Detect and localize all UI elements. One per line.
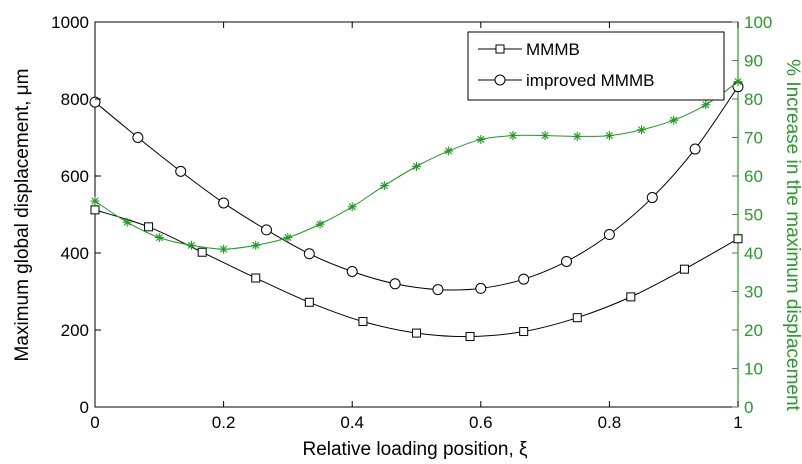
- series-2-point: [572, 131, 582, 141]
- series-1-point: [260, 224, 272, 236]
- series-1-point: [303, 248, 315, 260]
- x-tick-label: 0: [90, 413, 99, 432]
- series-0-point: [679, 264, 689, 274]
- series-2-point: [540, 131, 550, 141]
- legend-label: improved MMMB: [526, 71, 654, 90]
- y2-tick-label: 30: [744, 283, 763, 302]
- series-1-point: [432, 284, 444, 296]
- legend-marker: [495, 44, 505, 54]
- legend-box: [467, 31, 725, 101]
- series-1-point: [518, 273, 530, 285]
- series-0-point: [519, 327, 529, 337]
- y-tick-label: 0: [80, 398, 89, 417]
- series-0-point: [144, 222, 154, 232]
- y-tick-label: 1000: [51, 13, 89, 32]
- series-2-point: [283, 233, 293, 243]
- series-2-point: [733, 77, 743, 87]
- y2-tick-label: 60: [744, 167, 763, 186]
- series-1-point: [346, 265, 358, 277]
- legend-label: MMMB: [526, 40, 580, 59]
- series-2-point: [669, 115, 679, 125]
- series-1-point: [475, 282, 487, 294]
- series-2-point: [508, 131, 518, 141]
- series-0-point: [733, 234, 743, 244]
- y2-tick-label: 50: [744, 206, 763, 225]
- series-2-point: [412, 161, 421, 171]
- y2-tick-label: 100: [744, 13, 772, 32]
- legend-marker: [494, 74, 506, 86]
- series-2-point: [637, 125, 647, 135]
- y2-tick-label: 10: [744, 360, 763, 379]
- y2-tick-label: 70: [744, 129, 763, 148]
- y-tick-label: 600: [61, 167, 89, 186]
- y2-tick-label: 40: [744, 244, 763, 263]
- x-tick-label: 0.6: [469, 413, 493, 432]
- series-0-point: [304, 297, 314, 307]
- series-0-point: [412, 328, 421, 338]
- series-1-point: [89, 96, 101, 108]
- series-2-point: [701, 100, 711, 110]
- x-tick-label: 0.4: [340, 413, 364, 432]
- series-1-group: [89, 81, 744, 296]
- y2-tick-label: 80: [744, 90, 763, 109]
- series-2-point: [604, 131, 614, 141]
- series-1-point: [175, 165, 187, 177]
- x-tick-label: 1: [733, 413, 742, 432]
- y-tick-label: 800: [61, 90, 89, 109]
- series-0-point: [197, 247, 207, 257]
- series-0-line: [94, 209, 739, 338]
- series-2-point: [315, 219, 325, 229]
- y2-tick-label: 0: [744, 398, 753, 417]
- series-1-point: [218, 197, 230, 209]
- series-1-point: [646, 192, 658, 204]
- y-axis-label: Maximum global displacement, μm: [12, 69, 33, 362]
- x-tick-label: 0.8: [598, 413, 622, 432]
- series-0-group: [90, 205, 743, 342]
- series-1-point: [603, 229, 615, 241]
- series-0-point: [358, 317, 368, 327]
- y-tick-label: 400: [61, 244, 89, 263]
- series-0-point: [251, 273, 261, 283]
- series-1-point: [132, 132, 144, 143]
- series-2-point: [122, 217, 132, 227]
- series-0-point: [626, 292, 636, 302]
- y2-tick-label: 90: [744, 52, 763, 71]
- y2-axis-label: % Increase in the maximum displacement: [782, 59, 802, 411]
- x-tick-label: 0.2: [212, 413, 236, 432]
- y-tick-label: 200: [61, 321, 89, 340]
- series-2-point: [154, 233, 164, 243]
- series-2-point: [90, 196, 100, 206]
- x-axis-label: Relative loading position, ξ: [302, 439, 528, 460]
- series-0-point: [90, 205, 100, 215]
- series-2-point: [186, 240, 196, 250]
- y2-tick-label: 20: [744, 321, 763, 340]
- series-2-point: [476, 134, 486, 144]
- series-1-point: [561, 255, 573, 267]
- series-1-line: [94, 86, 739, 291]
- series-0-point: [465, 332, 475, 342]
- series-1-point: [389, 278, 401, 290]
- series-1-point: [689, 143, 701, 155]
- series-2-group: [90, 77, 743, 254]
- series-0-point: [572, 313, 582, 323]
- series-2-point: [251, 240, 261, 250]
- series-2-point: [219, 244, 229, 254]
- series-2-point: [444, 146, 454, 156]
- series-2-point: [347, 202, 357, 212]
- series-2-point: [379, 181, 389, 191]
